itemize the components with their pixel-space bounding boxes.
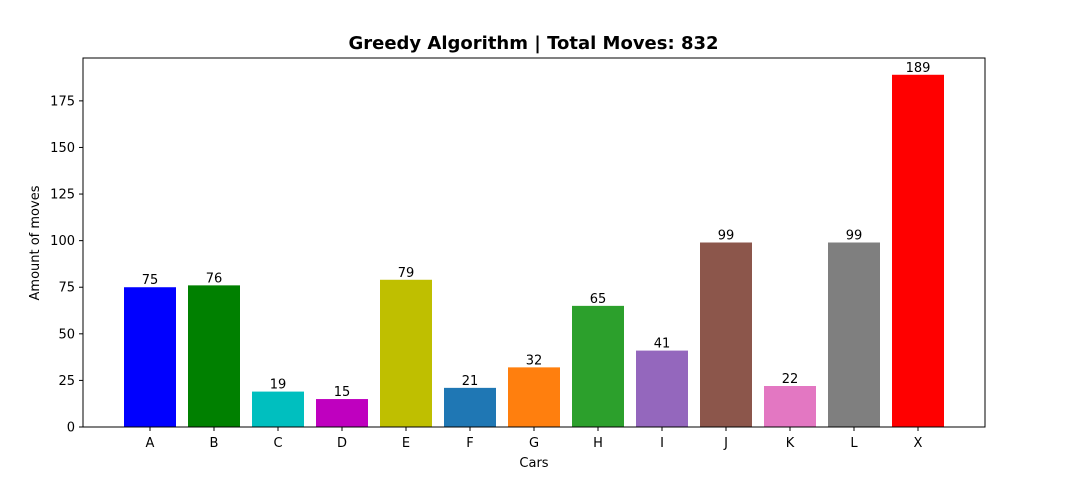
bar-f — [444, 387, 496, 427]
y-tick-label-25: 25 — [58, 374, 75, 389]
bar-e — [380, 279, 432, 427]
x-tick-label-b: B — [210, 436, 219, 451]
x-tick-label-e: E — [402, 436, 410, 451]
x-tick-label-d: D — [337, 436, 347, 451]
y-tick-label-100: 100 — [50, 234, 75, 249]
y-tick-label-50: 50 — [58, 327, 75, 342]
y-axis: 0 25 50 75 100 125 150 175 — [50, 94, 83, 436]
y-tick-label-75: 75 — [58, 281, 75, 296]
bar-j — [700, 242, 752, 427]
x-tick-label-c: C — [273, 436, 282, 451]
bar-x — [892, 74, 944, 427]
value-label-x: 189 — [906, 61, 931, 76]
y-tick-label-0: 0 — [67, 421, 75, 436]
x-tick-label-j: J — [723, 436, 728, 451]
chart-title: Greedy Algorithm | Total Moves: 832 — [348, 33, 718, 54]
plot-frame — [82, 57, 986, 428]
bar-d — [316, 399, 368, 427]
bars-group — [124, 74, 944, 427]
x-tick-label-x: X — [914, 436, 923, 451]
bar-k — [764, 386, 816, 427]
y-tick-label-175: 175 — [50, 94, 75, 109]
value-label-f: 21 — [462, 374, 479, 389]
bar-l — [828, 242, 880, 427]
value-label-j: 99 — [718, 229, 735, 244]
x-tick-label-f: F — [466, 436, 473, 451]
x-tick-label-i: I — [660, 436, 664, 451]
value-labels-group: 75 76 19 15 79 21 32 65 41 99 22 99 189 — [142, 61, 931, 400]
value-label-a: 75 — [142, 273, 159, 288]
value-label-c: 19 — [270, 378, 287, 393]
bar-h — [572, 305, 624, 427]
x-axis-label: Cars — [519, 456, 548, 471]
value-label-e: 79 — [398, 266, 415, 281]
bar-c — [252, 391, 304, 427]
value-label-h: 65 — [590, 292, 607, 307]
bar-i — [636, 350, 688, 427]
value-label-k: 22 — [782, 372, 799, 387]
x-tick-label-h: H — [593, 436, 603, 451]
x-tick-label-a: A — [146, 436, 155, 451]
y-tick-label-150: 150 — [50, 141, 75, 156]
x-tick-label-k: K — [786, 436, 795, 451]
value-label-b: 76 — [206, 271, 223, 286]
bar-a — [124, 287, 176, 427]
y-tick-label-125: 125 — [50, 188, 75, 203]
bar-g — [508, 367, 560, 427]
bar-b — [188, 285, 240, 427]
value-label-i: 41 — [654, 337, 671, 352]
y-axis-label: Amount of moves — [28, 185, 43, 300]
value-label-l: 99 — [846, 229, 863, 244]
value-label-g: 32 — [526, 353, 543, 368]
x-tick-label-l: L — [850, 436, 858, 451]
value-label-d: 15 — [334, 385, 351, 400]
x-tick-label-g: G — [529, 436, 539, 451]
